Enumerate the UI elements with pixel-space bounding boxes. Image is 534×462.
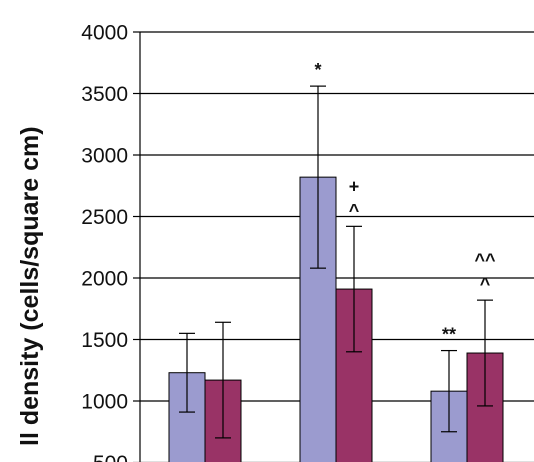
y-axis: 4000 3500 3000 2500 2000 1500 1000 500 (81, 22, 141, 462)
significance-marker: ** (442, 325, 456, 345)
y-tick-label: 4000 (81, 22, 128, 45)
y-axis-label: ll density (cells/square cm) (16, 126, 44, 446)
significance-marker: ^ (349, 200, 360, 220)
y-tick-label: 2500 (81, 206, 128, 229)
y-tick-label: 500 (93, 452, 128, 462)
significance-marker: * (314, 60, 321, 80)
significance-marker: + (349, 176, 360, 196)
y-tick-label: 1500 (81, 329, 128, 352)
significance-marker: ^^ (474, 250, 496, 270)
significance-marker: ^ (480, 274, 491, 294)
y-tick-label: 3500 (81, 83, 128, 106)
annotations: ***+^^^^ (314, 60, 496, 344)
y-tick-label: 3000 (81, 145, 128, 168)
y-tick-label: 1000 (81, 391, 128, 414)
y-tick-label: 2000 (81, 268, 128, 291)
bars (168, 85, 504, 462)
